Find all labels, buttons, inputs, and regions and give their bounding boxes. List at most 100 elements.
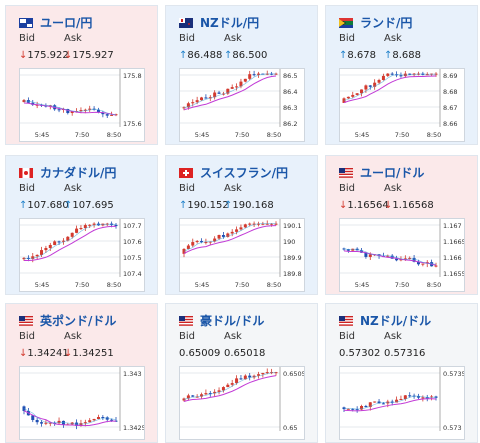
candle-body (40, 250, 44, 255)
x-tick-label: 8:50 (107, 131, 122, 139)
candle-body (204, 242, 208, 244)
candle-body (213, 92, 217, 98)
pair-title[interactable]: 豪ドル/ドル (200, 314, 265, 328)
candle-body (217, 390, 221, 392)
x-tick-label: 7:50 (235, 281, 250, 289)
pair-title[interactable]: 英ポンド/ドル (40, 314, 117, 328)
rate-card[interactable]: NZドル/ドル Bid Ask 0.57302 0.57316 0.5735 0.… (325, 303, 478, 443)
candle-body (408, 395, 412, 397)
candle-body (88, 108, 92, 110)
candle-body (66, 236, 70, 241)
candle-body (421, 263, 425, 265)
short-average-line (183, 73, 277, 109)
candle-body (390, 73, 394, 75)
rate-card[interactable]: NZドル/円 Bid Ask ↑86.488 ↑86.500 86.5 86.4 8… (165, 5, 318, 145)
candle-body (213, 238, 217, 242)
y-tick-label: 175.8 (123, 72, 142, 80)
candle-body (48, 244, 52, 249)
candle-body (70, 111, 74, 114)
bid-label: Bid (19, 183, 35, 194)
pair-title[interactable]: ランド/円 (360, 16, 413, 30)
rate-card[interactable]: スイスフラン/円 Bid Ask ↑190.152 ↑190.168 190.1… (165, 155, 318, 295)
candle-body (368, 402, 372, 408)
price-chart[interactable]: 8.69 8.68 8.67 8.66 5:45 7:50 8:50 (339, 68, 465, 142)
y-tick-label: 8.69 (443, 72, 457, 80)
y-tick-label: 107.7 (123, 222, 142, 230)
rate-card[interactable]: 英ポンド/ドル Bid Ask ↓1.34241 ↓1.34251 1.343 1… (5, 303, 158, 443)
candle-body (399, 75, 403, 77)
x-tick-label: 7:50 (395, 131, 410, 139)
price-chart[interactable]: 107.7 107.6 107.5 107.4 5:45 7:50 8:50 (19, 218, 145, 292)
price-chart[interactable]: 190.1 190 189.9 189.8 5:45 7:50 8:50 (179, 218, 305, 292)
price-chart[interactable]: 0.5735 0.573 (339, 366, 465, 440)
candle-body (195, 241, 199, 243)
candle-body (200, 241, 204, 243)
rate-card[interactable]: ユーロ/円 Bid Ask ↓175.922 ↓175.927 175.8 175… (5, 5, 158, 145)
pair-title[interactable]: カナダドル/円 (40, 166, 117, 180)
rate-card[interactable]: 豪ドル/ドル Bid Ask 0.65009 0.65018 0.6505 0.6… (165, 303, 318, 443)
candle-body (274, 73, 278, 75)
candle-body (421, 397, 425, 399)
ask-value: ↓175.927 (64, 50, 114, 61)
candle-body (195, 396, 199, 398)
candle-body (274, 372, 278, 374)
pair-title[interactable]: NZドル/ドル (360, 314, 432, 328)
candle-body (230, 231, 234, 234)
y-tick-label: 0.573 (443, 424, 462, 432)
candle-body (346, 408, 350, 410)
y-tick-label: 1.1665 (443, 238, 465, 246)
bid-label: Bid (339, 33, 355, 44)
candle-body (35, 254, 39, 257)
candle-body (75, 228, 79, 233)
pair-title[interactable]: NZドル/円 (200, 16, 260, 30)
pair-title[interactable]: スイスフラン/円 (200, 166, 289, 180)
down-arrow-icon: ↓ (19, 348, 28, 359)
candle-body (252, 74, 256, 76)
candle-body (373, 401, 377, 403)
candle-body (186, 245, 190, 249)
candle-body (79, 110, 83, 112)
candle-body (221, 235, 225, 237)
ask-value: ↑86.500 (224, 50, 268, 61)
candle-body (195, 100, 199, 103)
candle-body (213, 391, 217, 394)
flag-icon (339, 168, 353, 178)
candle-body (377, 80, 381, 83)
candle-body (186, 103, 190, 108)
up-arrow-icon: ↑ (224, 200, 233, 211)
price-chart[interactable]: 175.8 175.6 5:45 7:50 8:50 (19, 68, 145, 142)
candle-body (186, 395, 190, 399)
rate-card[interactable]: ランド/円 Bid Ask ↑8.678 ↑8.688 8.69 8.68 8.67… (325, 5, 478, 145)
candle-body (22, 257, 26, 260)
price-chart[interactable]: 1.167 1.1665 1.166 1.1655 5:45 7:50 8:50 (339, 218, 465, 292)
candle-body (360, 405, 364, 410)
candle-body (270, 223, 274, 225)
candle-body (364, 405, 368, 408)
price-chart[interactable]: 1.343 1.3425 (19, 366, 145, 440)
candle-body (35, 104, 39, 106)
price-chart[interactable]: 86.5 86.4 86.3 86.2 5:45 7:50 8:50 (179, 68, 305, 142)
x-tick-label: 8:50 (427, 131, 442, 139)
candle-body (217, 235, 221, 239)
candle-body (403, 395, 407, 400)
candle-body (96, 417, 100, 419)
rate-card[interactable]: カナダドル/円 Bid Ask ↑107.680 ↑107.695 107.7 1… (5, 155, 158, 295)
candle-body (235, 86, 239, 88)
bid-value: ↑107.680 (19, 200, 69, 211)
y-tick-label: 107.4 (123, 270, 142, 278)
up-arrow-icon: ↑ (19, 200, 28, 211)
candle-body (381, 75, 385, 81)
moving-average-line (183, 75, 277, 111)
candle-body (265, 223, 269, 225)
ask-label: Ask (224, 331, 242, 342)
rate-card[interactable]: ユーロ/ドル Bid Ask ↓1.16564 ↓1.16568 1.167 1.… (325, 155, 478, 295)
pair-title[interactable]: ユーロ/ドル (360, 166, 425, 180)
moving-average-line (343, 75, 437, 104)
moving-average-line (343, 250, 437, 266)
candle-body (256, 374, 260, 376)
candle-body (44, 422, 48, 424)
price-chart[interactable]: 0.6505 0.65 (179, 366, 305, 440)
candle-body (408, 257, 412, 259)
candle-body (412, 257, 416, 262)
pair-title[interactable]: ユーロ/円 (40, 16, 93, 30)
